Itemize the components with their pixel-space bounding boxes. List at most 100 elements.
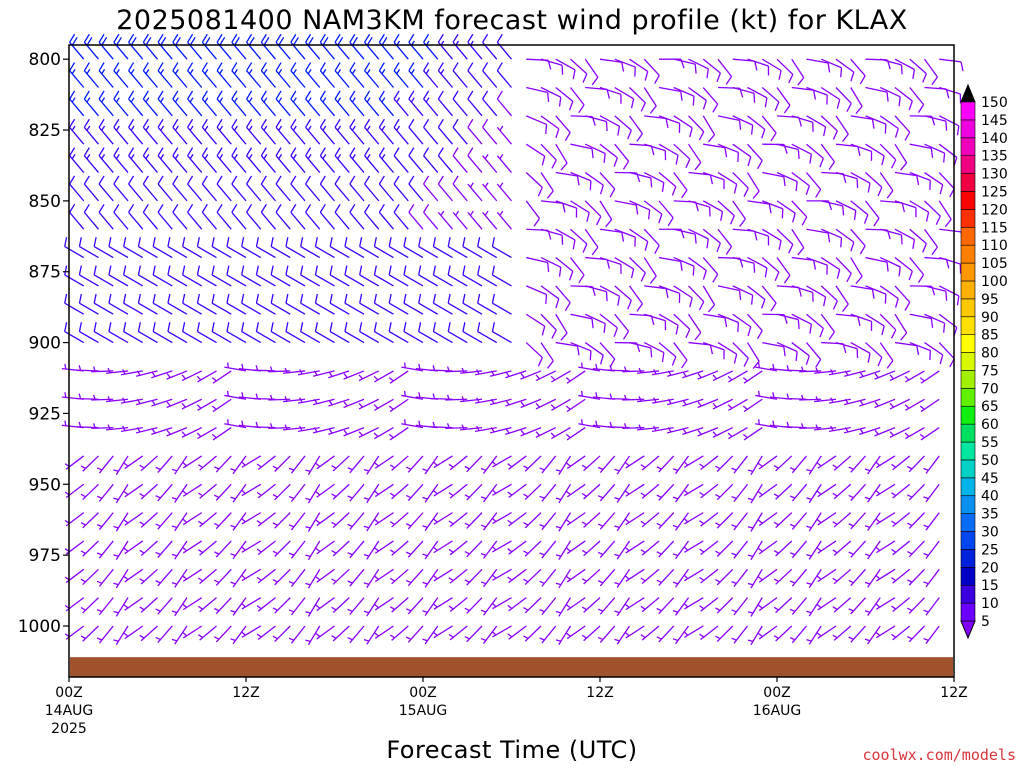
wind-barb (432, 540, 453, 554)
wind-barb (789, 512, 807, 530)
wind-barb (272, 597, 291, 614)
wind-barb (624, 512, 645, 526)
wind-barb (909, 171, 931, 190)
wind-barb (715, 483, 734, 501)
wind-barb (578, 419, 601, 429)
wind-barb (364, 62, 380, 88)
wind-barb (523, 455, 542, 472)
wind-barb (880, 228, 903, 245)
wind-barb (757, 597, 778, 612)
wind-barb (182, 597, 203, 611)
wind-barb (879, 86, 901, 107)
wind-barb (142, 62, 158, 88)
wind-barb (201, 33, 217, 60)
wind-barb (599, 143, 618, 167)
wind-barb (142, 118, 158, 145)
wind-barb (570, 313, 594, 329)
wind-barb (363, 597, 380, 617)
wind-barb (480, 625, 498, 644)
y-tick-label: 800 (29, 50, 61, 70)
wind-barb (727, 427, 748, 440)
wind-barb (776, 58, 794, 84)
colorbar-swatch (960, 262, 976, 282)
wind-barb (507, 540, 527, 555)
wind-barb (388, 293, 409, 315)
wind-barb (319, 90, 335, 117)
colorbar-swatch (960, 316, 976, 335)
wind-barb (187, 33, 203, 60)
wind-barb (241, 512, 262, 525)
wind-barb (83, 118, 99, 145)
wind-barb (624, 597, 645, 611)
wind-barb (555, 540, 572, 560)
wind-barb (214, 597, 232, 615)
wind-barb (462, 293, 483, 315)
wind-barb (656, 512, 675, 530)
wind-barb (113, 90, 129, 117)
wind-barb (550, 370, 571, 383)
wind-barb (747, 86, 768, 108)
wind-barb (172, 118, 188, 145)
wind-barb (757, 540, 778, 555)
wind-barb (448, 568, 468, 584)
colorbar-label: 130 (981, 167, 1008, 183)
wind-barb (477, 322, 498, 344)
wind-barb (378, 62, 394, 88)
wind-barb (157, 118, 173, 145)
wind-barb (166, 398, 188, 409)
wind-barb (272, 625, 291, 643)
x-tick-date: 16AUG (753, 703, 802, 719)
colorbar-label: 55 (981, 435, 999, 451)
wind-barb (343, 398, 365, 409)
colorbar-low-triangle (960, 620, 976, 640)
wind-barb (480, 597, 498, 616)
y-tick-label: 950 (29, 475, 61, 495)
wind-barb (776, 143, 800, 160)
wind-barb (939, 86, 962, 104)
wind-barb (80, 625, 99, 642)
wind-barb (464, 597, 483, 614)
wind-barb (806, 313, 824, 338)
wind-barb (614, 625, 631, 645)
wind-barb (80, 597, 99, 614)
wind-barb (523, 512, 542, 529)
wind-barb (732, 200, 746, 227)
wind-barb (393, 118, 409, 145)
wind-barb (216, 90, 232, 117)
wind-barb (305, 147, 321, 173)
wind-barb (672, 483, 690, 503)
wind-barb (447, 237, 468, 259)
wind-barb (113, 540, 129, 560)
wind-barb (773, 540, 793, 557)
wind-barb (832, 625, 852, 641)
y-tick-label: 900 (29, 334, 61, 354)
wind-barb (584, 342, 604, 365)
wind-barb (197, 540, 217, 556)
wind-barb (656, 597, 675, 615)
wind-barb (624, 568, 645, 582)
wind-barb (432, 512, 453, 525)
wind-barb (448, 512, 468, 527)
wind-barb (272, 568, 291, 586)
colorbar-label: 5 (981, 614, 990, 630)
wind-barb (260, 90, 276, 117)
wind-barb (535, 427, 557, 438)
wind-barb (672, 512, 690, 531)
wind-barb (331, 540, 350, 557)
wind-barb (319, 147, 335, 173)
wind-barb (791, 313, 812, 334)
wind-barb (288, 625, 306, 644)
wind-barb (182, 483, 203, 497)
colorbar-swatch (960, 119, 976, 139)
wind-barb (865, 172, 883, 197)
wind-barb (123, 512, 144, 526)
wind-barb (113, 203, 129, 230)
wind-barb (806, 455, 822, 475)
wind-barb (624, 540, 645, 554)
wind-barb (864, 597, 881, 617)
wind-barb (305, 568, 321, 589)
wind-barbs (61, 33, 964, 646)
wind-barb (581, 597, 601, 613)
wind-barb (672, 597, 690, 616)
wind-barb (231, 175, 247, 202)
